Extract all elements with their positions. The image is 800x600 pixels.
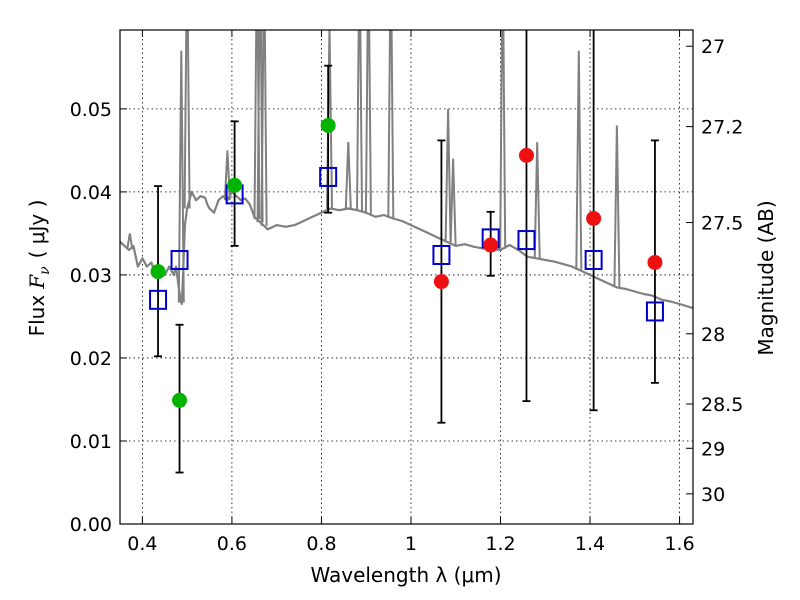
red-detection-point <box>518 147 534 163</box>
y2-tick-label: 27.5 <box>701 213 743 235</box>
y2-tick-label: 29 <box>701 438 725 460</box>
y-axis-label-suffix: ( μJy ) <box>25 200 49 259</box>
green-detection-point <box>150 264 166 280</box>
emission-line-spike <box>126 233 134 250</box>
y2-tick-label: 28 <box>701 324 725 346</box>
red-detection-point <box>433 274 449 290</box>
model-photometry-square <box>149 289 168 310</box>
model-photometry-square <box>432 244 451 265</box>
green-detection-point <box>320 117 336 133</box>
emission-line-spike <box>387 30 395 218</box>
emission-line-spike <box>183 30 191 209</box>
emission-line-spike <box>356 30 363 211</box>
x-axis-label: Wavelength λ (μm) <box>310 563 501 587</box>
x-tick-label: 1.6 <box>664 533 694 555</box>
red-detection-point <box>483 237 499 253</box>
y-axis-label-symbol: F <box>25 274 49 290</box>
emission-line-spike <box>533 142 541 259</box>
y2-tick-label: 27 <box>701 36 725 58</box>
axes: 0.4 0.6 0.8 1 1.2 1.4 1.6 0.00 0.01 0.02 0.03 0.04 0… <box>70 30 743 555</box>
grid <box>120 30 693 525</box>
y-axis-label-subscript: ν <box>37 266 53 275</box>
y-tick-label: 0.01 <box>70 431 112 453</box>
model-photometry-square <box>517 230 536 251</box>
green-detection-point <box>227 177 243 193</box>
y-axis-label-prefix: Flux <box>25 295 49 337</box>
emission-line-spike <box>499 30 507 249</box>
emission-line-spike <box>177 50 185 303</box>
emission-line-spike <box>260 30 268 226</box>
y-tick-label: 0.05 <box>70 99 112 121</box>
model-photometry-square <box>645 301 664 322</box>
y2-tick-label: 27.2 <box>701 117 743 139</box>
emission-line-spike <box>344 142 352 209</box>
x-tick-label: 0.4 <box>127 533 157 555</box>
model-photometry-square <box>584 249 603 270</box>
emission-line-spike <box>444 108 452 243</box>
emission-line-spike <box>613 125 621 288</box>
y-tick-label: 0.03 <box>70 265 112 287</box>
model-photometry-square <box>170 249 189 270</box>
marker-layer <box>149 30 664 474</box>
y2-tick-label: 28.5 <box>701 394 743 416</box>
red-detection-point <box>586 210 602 226</box>
x-tick-label: 0.8 <box>306 533 336 555</box>
y2-tick-label: 30 <box>701 484 725 506</box>
x-tick-label: 0.6 <box>217 533 247 555</box>
y-tick-label: 0.02 <box>70 348 112 370</box>
y-tick-label: 0.00 <box>70 514 112 536</box>
y2-axis-label: Magnitude (AB) <box>754 200 778 355</box>
model-photometry-square <box>319 166 338 187</box>
emission-line-spike <box>364 30 372 214</box>
plot-frame <box>119 29 694 525</box>
y-axis-label: Flux Fν ( μJy ) <box>25 200 53 337</box>
spectrum-line <box>120 190 693 310</box>
emission-line-spike <box>575 50 583 270</box>
data-layer <box>120 30 693 310</box>
x-tick-label: 1.2 <box>485 533 515 555</box>
red-detection-point <box>647 254 663 270</box>
green-detection-point <box>172 392 188 408</box>
plot-area <box>120 30 693 524</box>
y-tick-label: 0.04 <box>70 182 112 204</box>
emission-line-spike <box>449 158 457 245</box>
x-tick-label: 1 <box>405 533 417 555</box>
x-tick-label: 1.4 <box>575 533 605 555</box>
